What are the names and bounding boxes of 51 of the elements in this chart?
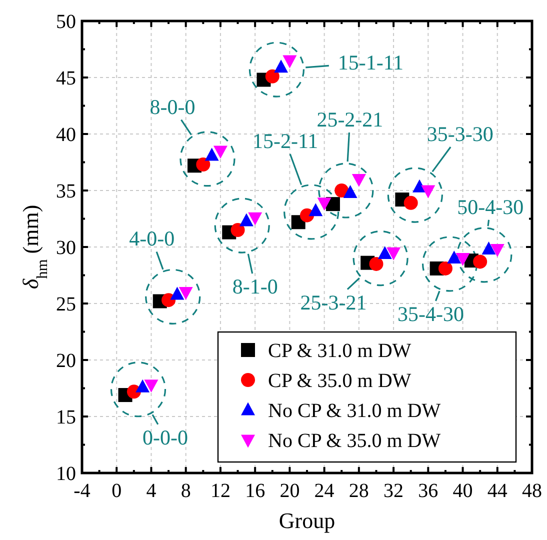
y-tick-label: 50 <box>56 11 76 33</box>
x-tick-label: 0 <box>112 480 122 502</box>
x-tick-label: 8 <box>180 480 191 502</box>
y-tick-label: 15 <box>56 406 76 428</box>
point <box>144 380 158 393</box>
legend-label: CP & 31.0 m DW <box>268 340 412 362</box>
x-tick-label: 36 <box>418 480 438 502</box>
annotation: 15-2-11 <box>252 128 318 153</box>
annotation: 8-0-0 <box>150 94 196 119</box>
annotation: 35-3-30 <box>426 122 494 146</box>
legend-label: No CP & 31.0 m DW <box>268 400 441 422</box>
annotation: 25-2-21 <box>316 108 384 132</box>
x-axis-title: Group <box>278 508 336 533</box>
annotation: 8-1-0 <box>232 274 278 299</box>
x-tick-label: 48 <box>522 480 542 502</box>
point <box>404 196 418 210</box>
x-tick-label: 28 <box>348 480 369 502</box>
x-tick-label: 20 <box>280 480 300 502</box>
point <box>352 174 366 187</box>
point <box>490 244 504 257</box>
point <box>317 198 332 211</box>
annotation: 4-0-0 <box>129 226 175 251</box>
annotation: 50-4-30 <box>457 194 524 219</box>
y-tick-label: 45 <box>56 68 76 90</box>
x-tick-label: 12 <box>210 480 230 502</box>
y-tick-label: 20 <box>56 350 76 372</box>
y-tick-label: 40 <box>56 124 76 146</box>
x-tick-label: -4 <box>74 480 90 502</box>
y-tick-label: 25 <box>56 294 76 316</box>
x-tick-label: 4 <box>146 480 156 502</box>
point <box>248 212 262 226</box>
x-tick-label: 40 <box>452 480 473 502</box>
x-tick-label: 24 <box>314 480 334 502</box>
annotation: 15-1-11 <box>338 50 404 75</box>
point <box>213 146 228 159</box>
y-tick-label: 10 <box>56 463 76 485</box>
point <box>386 247 401 260</box>
point <box>456 253 470 266</box>
legend-label: No CP & 35.0 m DW <box>268 430 441 452</box>
point <box>178 286 193 300</box>
x-tick-label: 16 <box>245 480 266 502</box>
y-tick-label: 30 <box>56 237 76 259</box>
y-tick-label: 35 <box>56 180 76 202</box>
point <box>421 185 436 198</box>
point <box>282 55 297 68</box>
x-tick-label: 32 <box>384 480 404 502</box>
x-tick-label: 44 <box>487 480 508 502</box>
annotation: 25-3-21 <box>300 290 367 314</box>
annotation: 35-4-30 <box>398 302 464 326</box>
legend-label: CP & 35.0 m DW <box>268 370 412 392</box>
annotation: 0-0-0 <box>142 425 188 450</box>
